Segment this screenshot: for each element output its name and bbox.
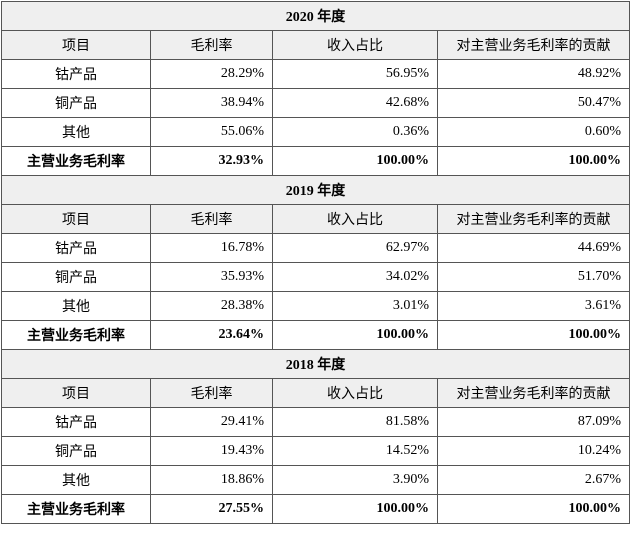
table-cell: 3.01%	[272, 291, 438, 321]
table-cell: 收入占比	[272, 204, 438, 234]
table-cell: 收入占比	[272, 30, 438, 60]
table-cell: 32.93%	[150, 146, 273, 176]
table-cell: 56.95%	[272, 59, 438, 89]
data-row: 钴产品 28.29% 56.95% 48.92%	[1, 59, 630, 89]
data-row: 钴产品 29.41% 81.58% 87.09%	[1, 407, 630, 437]
table-cell: 34.02%	[272, 262, 438, 292]
table-cell: 18.86%	[150, 465, 273, 495]
table-cell: 0.60%	[437, 117, 630, 147]
table-cell: 2018 年度	[1, 349, 630, 379]
table-cell: 29.41%	[150, 407, 273, 437]
table-cell: 其他	[1, 117, 151, 147]
table-cell: 项目	[1, 378, 151, 408]
table-cell: 0.36%	[272, 117, 438, 147]
table-cell: 50.47%	[437, 88, 630, 118]
table-cell: 收入占比	[272, 378, 438, 408]
total-row: 主营业务毛利率 23.64% 100.00% 100.00%	[1, 320, 630, 350]
table-cell: 铜产品	[1, 262, 151, 292]
table-cell: 62.97%	[272, 233, 438, 263]
section-title-row: 2019 年度	[1, 175, 630, 205]
header-row: 项目 毛利率 收入占比 对主营业务毛利率的贡献	[1, 30, 630, 60]
section-title-row: 2020 年度	[1, 1, 630, 31]
total-row: 主营业务毛利率 32.93% 100.00% 100.00%	[1, 146, 630, 176]
table-cell: 主营业务毛利率	[1, 494, 151, 524]
table-cell: 87.09%	[437, 407, 630, 437]
table-cell: 51.70%	[437, 262, 630, 292]
table-cell: 100.00%	[437, 320, 630, 350]
table-cell: 38.94%	[150, 88, 273, 118]
table-cell: 铜产品	[1, 436, 151, 466]
data-row: 其他 28.38% 3.01% 3.61%	[1, 291, 630, 321]
table-cell: 对主营业务毛利率的贡献	[437, 204, 630, 234]
data-row: 其他 55.06% 0.36% 0.60%	[1, 117, 630, 147]
table-cell: 23.64%	[150, 320, 273, 350]
table-cell: 27.55%	[150, 494, 273, 524]
section-title-row: 2018 年度	[1, 349, 630, 379]
table-cell: 主营业务毛利率	[1, 320, 151, 350]
table-cell: 3.90%	[272, 465, 438, 495]
table-cell: 钴产品	[1, 59, 151, 89]
table-cell: 55.06%	[150, 117, 273, 147]
table-cell: 对主营业务毛利率的贡献	[437, 30, 630, 60]
data-row: 铜产品 35.93% 34.02% 51.70%	[1, 262, 630, 292]
table-cell: 100.00%	[437, 494, 630, 524]
data-row: 钴产品 16.78% 62.97% 44.69%	[1, 233, 630, 263]
table-cell: 钴产品	[1, 407, 151, 437]
table-cell: 2.67%	[437, 465, 630, 495]
table-cell: 10.24%	[437, 436, 630, 466]
table-cell: 100.00%	[272, 146, 438, 176]
table-cell: 其他	[1, 465, 151, 495]
table-cell: 16.78%	[150, 233, 273, 263]
table-cell: 项目	[1, 30, 151, 60]
table-cell: 3.61%	[437, 291, 630, 321]
table-cell: 100.00%	[272, 494, 438, 524]
table-cell: 对主营业务毛利率的贡献	[437, 378, 630, 408]
data-row: 铜产品 38.94% 42.68% 50.47%	[1, 88, 630, 118]
table-cell: 100.00%	[437, 146, 630, 176]
header-row: 项目 毛利率 收入占比 对主营业务毛利率的贡献	[1, 378, 630, 408]
table-cell: 毛利率	[150, 378, 273, 408]
table-cell: 100.00%	[272, 320, 438, 350]
table-cell: 28.29%	[150, 59, 273, 89]
table-cell: 44.69%	[437, 233, 630, 263]
table-cell: 48.92%	[437, 59, 630, 89]
table-cell: 毛利率	[150, 204, 273, 234]
table-cell: 14.52%	[272, 436, 438, 466]
table-cell: 铜产品	[1, 88, 151, 118]
table-cell: 42.68%	[272, 88, 438, 118]
data-row: 其他 18.86% 3.90% 2.67%	[1, 465, 630, 495]
table-cell: 28.38%	[150, 291, 273, 321]
data-row: 铜产品 19.43% 14.52% 10.24%	[1, 436, 630, 466]
table-cell: 35.93%	[150, 262, 273, 292]
table-cell: 项目	[1, 204, 151, 234]
table-cell: 81.58%	[272, 407, 438, 437]
table-cell: 其他	[1, 291, 151, 321]
table-cell: 2019 年度	[1, 175, 630, 205]
margin-table: 2020 年度 项目 毛利率 收入占比 对主营业务毛利率的贡献 钴产品 28.29% 56.9…	[1, 1, 630, 524]
table-cell: 主营业务毛利率	[1, 146, 151, 176]
total-row: 主营业务毛利率 27.55% 100.00% 100.00%	[1, 494, 630, 524]
table-cell: 钴产品	[1, 233, 151, 263]
table-cell: 2020 年度	[1, 1, 630, 31]
table-cell: 毛利率	[150, 30, 273, 60]
header-row: 项目 毛利率 收入占比 对主营业务毛利率的贡献	[1, 204, 630, 234]
table-cell: 19.43%	[150, 436, 273, 466]
